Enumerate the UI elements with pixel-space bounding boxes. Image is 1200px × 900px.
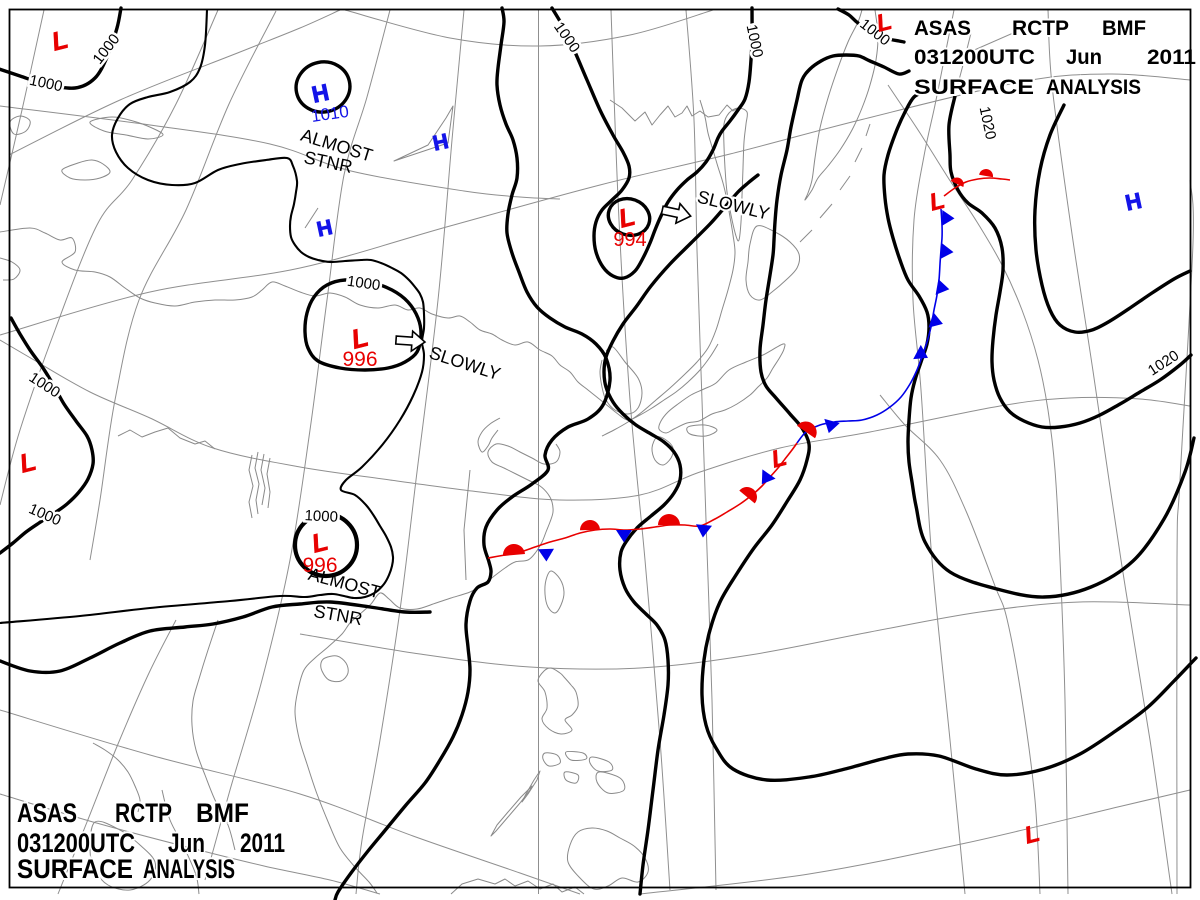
svg-text:L: L (308, 526, 331, 559)
svg-text:SURFACE: SURFACE (17, 854, 133, 884)
svg-text:H: H (1123, 188, 1144, 216)
svg-text:L: L (48, 24, 71, 57)
svg-text:H: H (315, 216, 335, 242)
svg-text:ASAS: ASAS (914, 17, 971, 40)
svg-text:ANALYSIS: ANALYSIS (143, 854, 235, 884)
svg-text:L: L (615, 201, 638, 234)
svg-text:L: L (769, 444, 790, 474)
svg-text:1000: 1000 (304, 507, 338, 526)
svg-text:ANALYSIS: ANALYSIS (1046, 76, 1141, 99)
svg-text:2011: 2011 (1147, 46, 1196, 69)
svg-text:031200UTC: 031200UTC (17, 828, 135, 858)
svg-text:H: H (431, 130, 451, 156)
svg-text:L: L (927, 187, 948, 217)
svg-text:H: H (310, 79, 332, 108)
svg-text:994: 994 (613, 229, 646, 251)
svg-text:BMF: BMF (196, 798, 249, 828)
svg-text:996: 996 (302, 554, 337, 577)
svg-text:ASAS: ASAS (17, 798, 77, 828)
svg-text:L: L (16, 446, 39, 479)
svg-text:Jun: Jun (168, 828, 205, 858)
svg-text:RCTP: RCTP (1012, 17, 1069, 40)
svg-text:Jun: Jun (1066, 46, 1102, 69)
svg-text:BMF: BMF (1102, 17, 1146, 40)
svg-text:996: 996 (342, 348, 377, 371)
svg-text:RCTP: RCTP (115, 798, 172, 828)
svg-text:2011: 2011 (240, 828, 285, 858)
svg-text:L: L (874, 8, 895, 38)
svg-text:L: L (348, 322, 371, 355)
svg-text:SURFACE: SURFACE (914, 76, 1034, 99)
svg-text:031200UTC: 031200UTC (914, 46, 1035, 69)
svg-text:L: L (1022, 820, 1043, 850)
